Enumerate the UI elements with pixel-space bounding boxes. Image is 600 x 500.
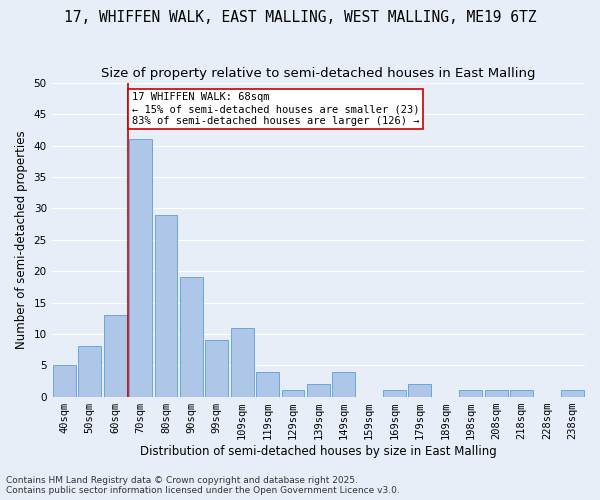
- X-axis label: Distribution of semi-detached houses by size in East Malling: Distribution of semi-detached houses by …: [140, 444, 497, 458]
- Bar: [561, 390, 584, 396]
- Text: 17 WHIFFEN WALK: 68sqm
← 15% of semi-detached houses are smaller (23)
83% of sem: 17 WHIFFEN WALK: 68sqm ← 15% of semi-det…: [131, 92, 419, 126]
- Bar: [409, 384, 431, 396]
- Text: Contains HM Land Registry data © Crown copyright and database right 2025.
Contai: Contains HM Land Registry data © Crown c…: [6, 476, 400, 495]
- Y-axis label: Number of semi-detached properties: Number of semi-detached properties: [15, 130, 28, 349]
- Bar: [104, 315, 127, 396]
- Bar: [231, 328, 254, 396]
- Title: Size of property relative to semi-detached houses in East Malling: Size of property relative to semi-detach…: [101, 68, 536, 80]
- Bar: [79, 346, 101, 397]
- Bar: [281, 390, 304, 396]
- Bar: [383, 390, 406, 396]
- Text: 17, WHIFFEN WALK, EAST MALLING, WEST MALLING, ME19 6TZ: 17, WHIFFEN WALK, EAST MALLING, WEST MAL…: [64, 10, 536, 25]
- Bar: [205, 340, 228, 396]
- Bar: [510, 390, 533, 396]
- Bar: [307, 384, 330, 396]
- Bar: [180, 278, 203, 396]
- Bar: [256, 372, 279, 396]
- Bar: [485, 390, 508, 396]
- Bar: [155, 214, 178, 396]
- Bar: [53, 365, 76, 396]
- Bar: [332, 372, 355, 396]
- Bar: [129, 140, 152, 396]
- Bar: [459, 390, 482, 396]
